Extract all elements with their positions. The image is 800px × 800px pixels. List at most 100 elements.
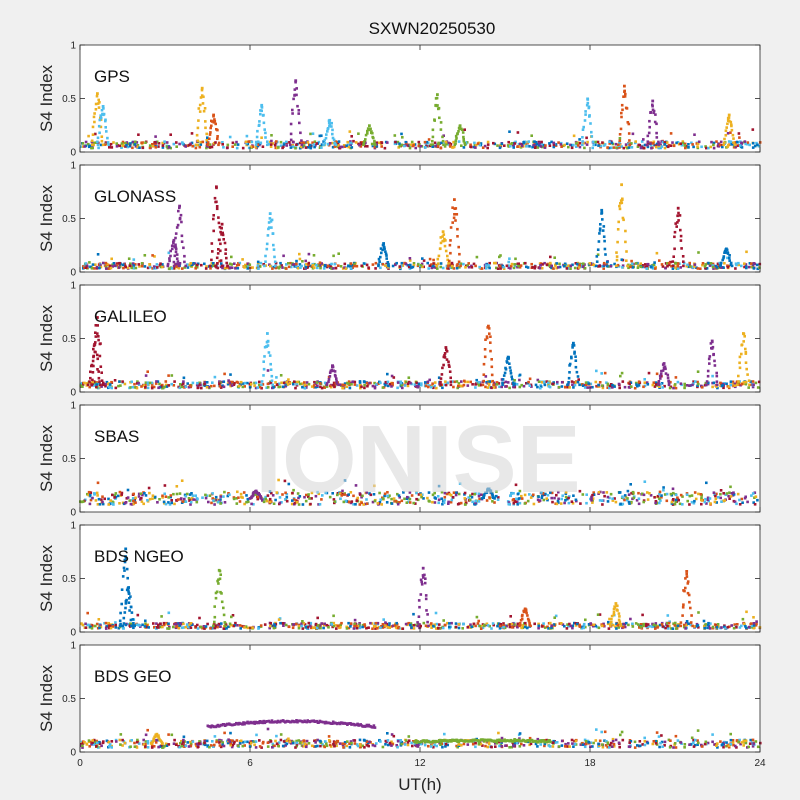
data-point [431, 128, 435, 132]
data-point [753, 144, 757, 148]
data-point [426, 261, 429, 265]
data-point [390, 502, 394, 505]
data-point [532, 143, 535, 147]
data-point [553, 616, 556, 619]
data-point [143, 492, 146, 495]
data-point [751, 128, 755, 131]
data-point [566, 383, 569, 387]
data-point [681, 141, 685, 145]
data-point [481, 744, 484, 747]
data-point [114, 738, 118, 742]
data-point [675, 225, 678, 228]
data-point [751, 146, 755, 149]
data-point [719, 381, 722, 385]
data-point [86, 492, 89, 496]
data-point [641, 492, 644, 496]
data-point [198, 616, 201, 620]
data-point [270, 491, 273, 495]
data-point [294, 79, 298, 83]
data-point [154, 135, 157, 138]
data-point [122, 266, 125, 270]
data-point [526, 266, 530, 269]
data-point [142, 738, 145, 742]
data-point [391, 264, 395, 268]
data-point [652, 623, 656, 627]
data-point [693, 743, 697, 747]
data-point [748, 383, 751, 387]
data-point [744, 380, 748, 384]
data-point [442, 363, 445, 367]
data-point [574, 365, 578, 369]
data-point [587, 105, 591, 109]
panel-title: GPS [94, 67, 130, 86]
data-point [176, 622, 180, 625]
data-point [165, 621, 168, 625]
data-point [366, 129, 369, 133]
data-point [445, 142, 448, 146]
data-point [693, 499, 696, 503]
data-point [227, 379, 230, 382]
data-point [440, 490, 444, 494]
data-point [270, 226, 273, 229]
data-point [516, 503, 519, 506]
data-point [428, 378, 431, 382]
data-point [181, 500, 185, 503]
data-point [750, 494, 753, 497]
data-point [169, 494, 173, 497]
data-point [246, 265, 250, 268]
data-point [752, 262, 756, 265]
data-point [666, 262, 669, 265]
data-point [257, 627, 260, 630]
data-point [533, 140, 536, 143]
data-point [738, 355, 742, 359]
data-point [730, 128, 734, 132]
data-point [173, 502, 176, 506]
data-point [726, 252, 730, 255]
data-point [677, 623, 680, 626]
data-point [516, 145, 519, 148]
data-point [610, 617, 613, 621]
data-point [441, 366, 444, 370]
data-point [268, 626, 271, 630]
data-point [479, 142, 483, 145]
data-point [406, 495, 409, 499]
data-point [102, 381, 105, 385]
data-point [463, 379, 466, 383]
data-point [347, 500, 351, 504]
data-point [582, 624, 586, 627]
data-point [702, 619, 706, 623]
data-point [244, 625, 248, 628]
data-point [289, 122, 293, 126]
data-point [539, 385, 543, 388]
data-point [436, 262, 440, 265]
data-point [555, 493, 558, 497]
data-point [570, 380, 574, 383]
data-point [452, 267, 456, 270]
data-point [307, 263, 310, 266]
data-point [132, 264, 136, 267]
data-point [567, 496, 570, 500]
data-point [642, 624, 645, 628]
data-point [417, 493, 421, 496]
data-point [277, 478, 280, 482]
data-point [575, 370, 579, 374]
data-point [417, 144, 421, 148]
data-point [564, 385, 567, 389]
data-point [310, 491, 314, 495]
data-point [83, 266, 86, 269]
data-point [672, 498, 675, 501]
data-point [240, 495, 243, 499]
data-point [239, 383, 242, 386]
data-point [332, 383, 335, 387]
data-point [206, 145, 209, 148]
data-point [168, 503, 172, 506]
data-point [621, 108, 624, 112]
data-point [736, 623, 739, 626]
data-point [488, 261, 491, 265]
data-point [414, 623, 417, 627]
data-point [295, 87, 298, 90]
data-point [97, 106, 101, 109]
data-point [718, 261, 722, 265]
data-point [729, 140, 733, 144]
data-point [564, 492, 568, 496]
